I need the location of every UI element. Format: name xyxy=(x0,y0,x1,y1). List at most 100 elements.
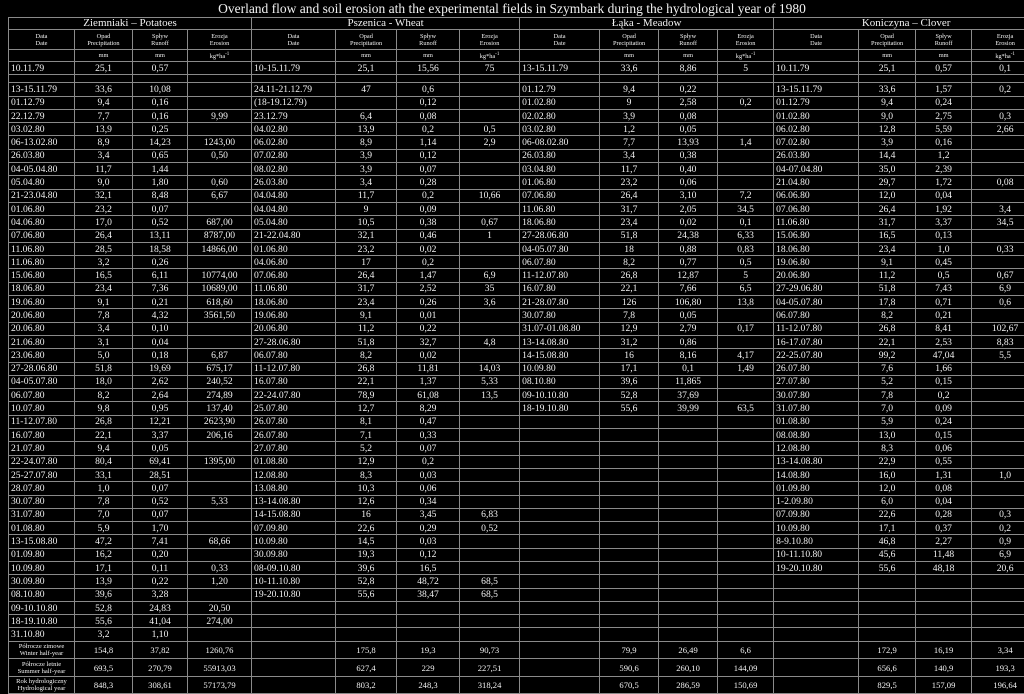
erosion-cell: 2,66 xyxy=(972,123,1024,136)
runoff-cell: 6,11 xyxy=(133,269,188,282)
unit-cell xyxy=(774,50,859,62)
erosion-cell xyxy=(972,375,1024,388)
date-cell: 18.06.80 xyxy=(774,242,859,255)
precipitation-cell: 8,9 xyxy=(75,136,133,149)
precipitation-cell: 9 xyxy=(336,202,397,215)
date-cell: 06-08.02.80 xyxy=(520,136,600,149)
precipitation-cell: 9,8 xyxy=(75,402,133,415)
runoff-cell: 0,16 xyxy=(916,136,972,149)
runoff-cell xyxy=(397,628,460,641)
precipitation-cell: 26,4 xyxy=(859,202,916,215)
date-cell: 13-14.08.80 xyxy=(774,455,859,468)
runoff-cell xyxy=(659,628,718,641)
precipitation-cell: 26,8 xyxy=(336,362,397,375)
runoff-cell: 3,37 xyxy=(133,429,188,442)
precipitation-total: 656,6 xyxy=(859,659,916,677)
runoff-cell: 0,16 xyxy=(133,109,188,122)
precipitation-cell: 19,3 xyxy=(336,548,397,561)
erosion-cell: 34,5 xyxy=(718,202,774,215)
runoff-cell: 0,02 xyxy=(659,216,718,229)
date-cell: 07.09.80 xyxy=(252,522,336,535)
runoff-cell: 0,26 xyxy=(397,296,460,309)
runoff-cell: 24,38 xyxy=(659,229,718,242)
runoff-total: 140,9 xyxy=(916,659,972,677)
runoff-cell: 24,83 xyxy=(133,601,188,614)
runoff-cell: 4,32 xyxy=(133,309,188,322)
date-cell xyxy=(774,588,859,601)
erosion-cell xyxy=(460,601,520,614)
column-label-en: Date xyxy=(11,40,72,47)
date-cell: 10.11.79 xyxy=(9,62,75,75)
date-cell: 19.06.80 xyxy=(774,256,859,269)
erosion-cell xyxy=(718,615,774,628)
erosion-cell: 6,67 xyxy=(188,189,252,202)
date-cell: 10.09.80 xyxy=(774,522,859,535)
date-cell: 22-24.07.80 xyxy=(9,455,75,468)
date-cell: 02.02.80 xyxy=(520,109,600,122)
precipitation-cell: 26,8 xyxy=(75,415,133,428)
date-cell: 11-12.07.80 xyxy=(9,415,75,428)
precipitation-cell: 3,1 xyxy=(75,335,133,348)
runoff-cell: 15,56 xyxy=(397,62,460,75)
erosion-cell xyxy=(460,482,520,495)
runoff-cell xyxy=(659,495,718,508)
erosion-cell: 5 xyxy=(718,62,774,75)
erosion-cell xyxy=(972,362,1024,375)
date-cell: 31.07.80 xyxy=(774,402,859,415)
date-cell: 27.07.80 xyxy=(252,442,336,455)
unit-superscript: -1 xyxy=(225,52,229,57)
erosion-cell xyxy=(718,309,774,322)
precipitation-cell xyxy=(600,468,659,481)
runoff-cell: 1,37 xyxy=(397,375,460,388)
erosion-cell xyxy=(460,442,520,455)
erosion-cell xyxy=(460,628,520,641)
date-cell: 08-09.10.80 xyxy=(252,561,336,574)
precipitation-cell: 32,1 xyxy=(75,189,133,202)
erosion-cell: 1395,00 xyxy=(188,455,252,468)
column-label-pl: Spływ xyxy=(918,33,969,40)
precipitation-cell: 33,6 xyxy=(859,83,916,96)
erosion-cell xyxy=(188,442,252,455)
date-cell: 07.09.80 xyxy=(774,508,859,521)
runoff-cell: 1,72 xyxy=(916,176,972,189)
date-cell: 04-05.07.80 xyxy=(9,375,75,388)
precipitation-cell: 51,8 xyxy=(75,362,133,375)
date-cell: 19-20.10.80 xyxy=(252,588,336,601)
date-total xyxy=(774,641,859,659)
precipitation-cell: 23,2 xyxy=(336,242,397,255)
precipitation-cell: 14,4 xyxy=(859,149,916,162)
erosion-cell xyxy=(718,389,774,402)
erosion-cell xyxy=(460,429,520,442)
erosion-cell: 0,3 xyxy=(972,109,1024,122)
runoff-cell: 0,2 xyxy=(916,389,972,402)
runoff-cell: 2,27 xyxy=(916,535,972,548)
runoff-cell: 0,02 xyxy=(397,242,460,255)
date-cell: 11-12.07.80 xyxy=(520,269,600,282)
precipitation-cell: 11,7 xyxy=(75,163,133,176)
erosion-cell: 9,99 xyxy=(188,109,252,122)
precipitation-cell: 33,6 xyxy=(75,83,133,96)
runoff-cell xyxy=(659,522,718,535)
date-cell: 30.09.80 xyxy=(9,575,75,588)
erosion-cell: 10774,00 xyxy=(188,269,252,282)
precipitation-cell: 9,4 xyxy=(600,83,659,96)
unit-superscript: -1 xyxy=(751,52,755,57)
crop-header: Łąka - Meadow xyxy=(520,18,774,30)
runoff-cell: 1,70 xyxy=(133,522,188,535)
precipitation-cell: 6,0 xyxy=(859,495,916,508)
precipitation-cell: 23,4 xyxy=(336,296,397,309)
runoff-cell: 0,07 xyxy=(397,163,460,176)
erosion-cell xyxy=(972,601,1024,614)
runoff-cell xyxy=(397,615,460,628)
date-cell: 01.08.80 xyxy=(9,522,75,535)
runoff-cell: 0,71 xyxy=(916,296,972,309)
date-cell xyxy=(520,628,600,641)
runoff-cell: 39,99 xyxy=(659,402,718,415)
crop-header: Koniczyna – Clover xyxy=(774,18,1024,30)
precipitation-cell: 8,2 xyxy=(859,309,916,322)
